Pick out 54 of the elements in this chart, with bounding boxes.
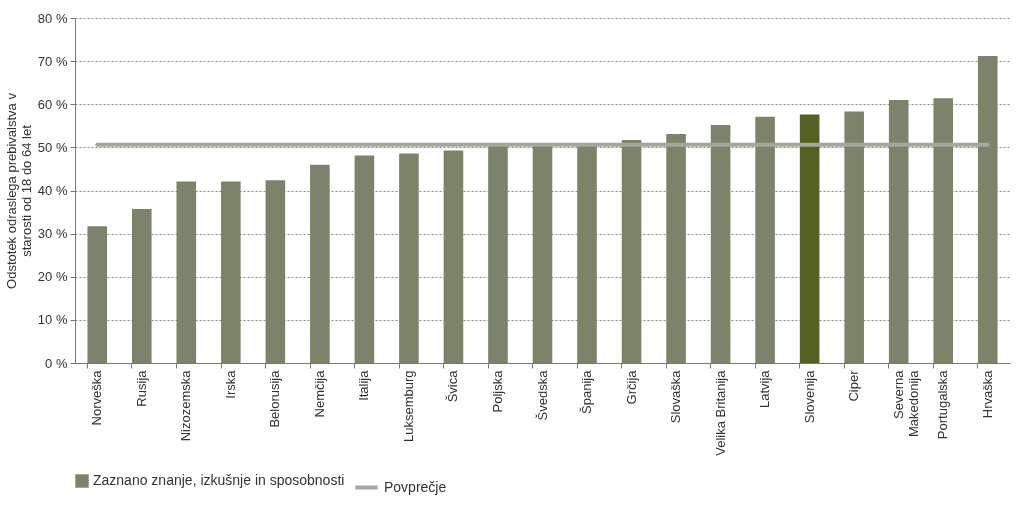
y-tick-label: 80 % — [37, 10, 68, 26]
bar — [621, 140, 642, 363]
bar — [577, 145, 597, 363]
bar — [666, 134, 686, 363]
y-tick-label: 40 % — [37, 183, 68, 198]
bar — [532, 145, 553, 363]
y-tick-label: 0 % — [45, 355, 68, 371]
x-tick-label: Slovenija — [801, 369, 817, 424]
bar — [87, 226, 108, 363]
x-tick-label: Irska — [222, 369, 238, 399]
x-tick-label: Ciper — [846, 369, 862, 402]
bar — [710, 124, 731, 363]
y-tick-label: 20 % — [37, 269, 68, 285]
bar — [977, 55, 998, 363]
x-tick-label: Portugalska — [935, 369, 951, 440]
y-tick-label: 30 % — [37, 226, 68, 242]
y-tick-label: 50 % — [37, 139, 68, 155]
bar — [844, 111, 864, 363]
x-tick-label: Belorusija — [267, 369, 283, 428]
y-tick-label: 10 % — [37, 312, 68, 328]
x-tick-label: Nizozemska — [178, 369, 194, 442]
x-tick-label: Španija — [579, 369, 595, 414]
legend-label: Povprečje — [384, 478, 447, 495]
x-tick-label: Velika Britanija — [712, 369, 728, 456]
y-tick-label: 60 % — [37, 96, 68, 112]
y-tick-label: 70 % — [37, 53, 68, 69]
bar — [399, 153, 419, 363]
x-tick-label: Rusija — [133, 369, 149, 407]
y-axis-title: Odstotek odraslega prebivalstva v starosti od 18 do 64 let — [3, 92, 34, 289]
bar — [221, 181, 241, 363]
x-tick-label: Švica — [445, 369, 461, 403]
bar — [310, 164, 330, 363]
x-tick-label: Slovaška — [668, 369, 684, 424]
legend-label: Zaznano znanje, izkušnje in sposobnosti — [93, 472, 345, 488]
x-tick-label: Grčija — [623, 369, 639, 405]
x-tick-label: Latvija — [757, 369, 773, 409]
bar — [176, 181, 197, 363]
x-tick-label: Italija — [356, 369, 372, 401]
x-tick-label: Luksemburg — [400, 370, 416, 443]
x-tick-label: Severna Makedonija — [890, 369, 921, 437]
x-tick-label: Hrvaška — [979, 369, 995, 419]
x-tick-label: Nemčija — [311, 369, 327, 418]
x-tick-label: Švedska — [534, 369, 550, 421]
bar — [799, 114, 820, 363]
x-tick-label: Norveška — [89, 369, 105, 426]
bar — [933, 98, 954, 363]
bar — [443, 150, 464, 363]
bar — [755, 116, 775, 363]
bar — [131, 209, 152, 363]
bar — [488, 146, 508, 363]
bar — [888, 99, 909, 363]
bar — [354, 155, 375, 363]
x-tick-label: Poljska — [489, 369, 505, 413]
bar — [265, 180, 286, 363]
